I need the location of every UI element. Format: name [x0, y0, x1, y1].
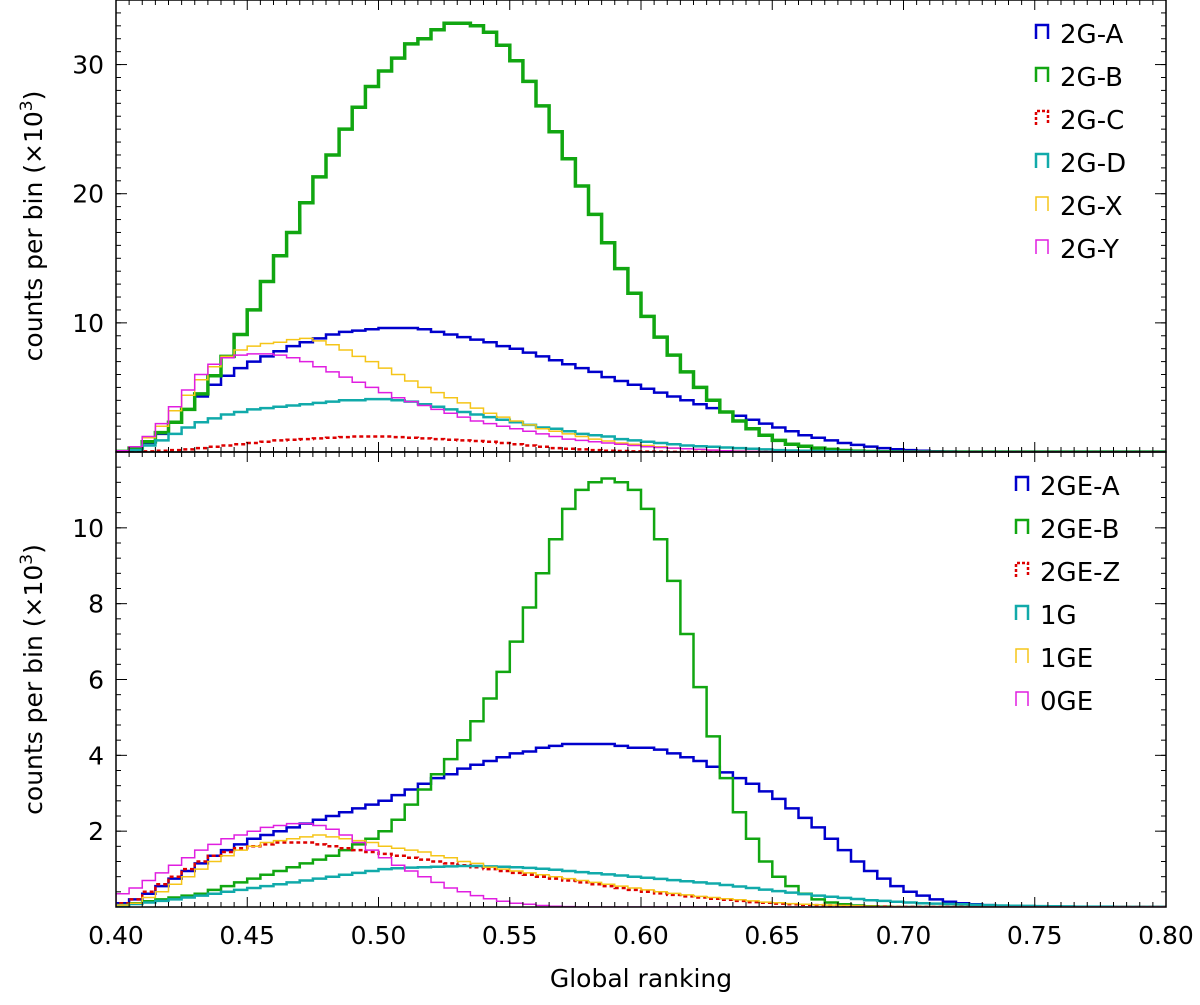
legend-label-2g-a: 2G-A	[1060, 20, 1124, 50]
y-tick-label: 10	[72, 514, 104, 543]
legend-swatch-2g-b	[1034, 66, 1050, 82]
x-tick-label: 0.80	[1138, 921, 1194, 950]
plot-frame	[115, 451, 1167, 908]
legend-label-2g-b: 2G-B	[1060, 63, 1123, 93]
y-tick-label: 30	[72, 51, 104, 80]
y-axis-title: counts per bin (×103)	[17, 91, 48, 362]
x-tick-label: 0.60	[613, 921, 669, 950]
legend-swatch-1ge	[1015, 648, 1029, 663]
series-line-2ge-a	[116, 742, 1166, 907]
x-tick-label: 0.70	[876, 921, 932, 950]
legend-swatch-2g-x	[1035, 196, 1049, 211]
series-group	[116, 477, 1166, 907]
x-tick-label: 0.75	[1007, 921, 1063, 950]
legend-label-2ge-b: 2GE-B	[1040, 515, 1119, 545]
legend-swatch-2g-c	[1034, 109, 1050, 125]
series-line-2g-y	[116, 353, 1166, 452]
series-line-0ge	[116, 822, 1166, 907]
legend-label-2g-d: 2G-D	[1060, 149, 1126, 179]
legend-swatch-2g-d	[1034, 152, 1050, 168]
series-group	[116, 21, 1166, 452]
legend-swatch-0ge	[1015, 691, 1029, 706]
legend: 2G-A 2G-B 2G-C 2G-D 2G-X 2G-Y	[1034, 20, 1126, 265]
y-axis-title: counts per bin (×103)	[17, 544, 48, 815]
y-tick-label: 2	[88, 817, 104, 846]
x-tick-label: 0.45	[219, 921, 275, 950]
x-tick-label: 0.50	[351, 921, 407, 950]
legend-label-0ge: 0GE	[1040, 687, 1093, 717]
tick-marks	[115, 451, 1167, 908]
legend-swatch-2g-a	[1034, 23, 1050, 39]
legend-label-1g: 1G	[1040, 601, 1077, 631]
y-tick-label: 20	[72, 180, 104, 209]
legend-swatch-2g-y	[1035, 239, 1049, 254]
x-tick-label: 0.55	[482, 921, 538, 950]
legend-swatch-2ge-z	[1014, 561, 1030, 577]
legend-label-2g-c: 2G-C	[1060, 106, 1124, 136]
bottom-panel: 2 4 6 8 10 0.40 0.45 0.50 0.55 0.60 0.65 0.70 0.75 0.…	[17, 451, 1194, 993]
y-tick-label: 10	[72, 309, 104, 338]
y-tick-label: 6	[88, 666, 104, 695]
series-line-2g-c	[116, 435, 1166, 452]
y-tick-label: 4	[88, 741, 104, 770]
legend-label-2g-x: 2G-X	[1060, 192, 1123, 222]
legend-swatch-2ge-a	[1014, 475, 1030, 491]
series-line-1g	[116, 864, 1166, 907]
series-line-2g-a	[116, 326, 1166, 452]
legend-label-2ge-a: 2GE-A	[1040, 472, 1120, 502]
y-tick-label: 8	[88, 590, 104, 619]
x-tick-label: 0.40	[88, 921, 144, 950]
series-line-2g-x	[116, 337, 1166, 452]
legend-label-1ge: 1GE	[1040, 644, 1093, 674]
tick-marks	[115, 0, 1167, 453]
legend-swatch-1g	[1014, 604, 1030, 620]
legend: 2GE-A 2GE-B 2GE-Z 1G 1GE 0GE	[1014, 472, 1120, 717]
legend-label-2g-y: 2G-Y	[1060, 235, 1119, 265]
x-tick-label: 0.65	[744, 921, 800, 950]
legend-label-2ge-z: 2GE-Z	[1040, 558, 1120, 588]
legend-swatch-2ge-b	[1014, 518, 1030, 534]
x-axis-title: Global ranking	[550, 964, 732, 993]
